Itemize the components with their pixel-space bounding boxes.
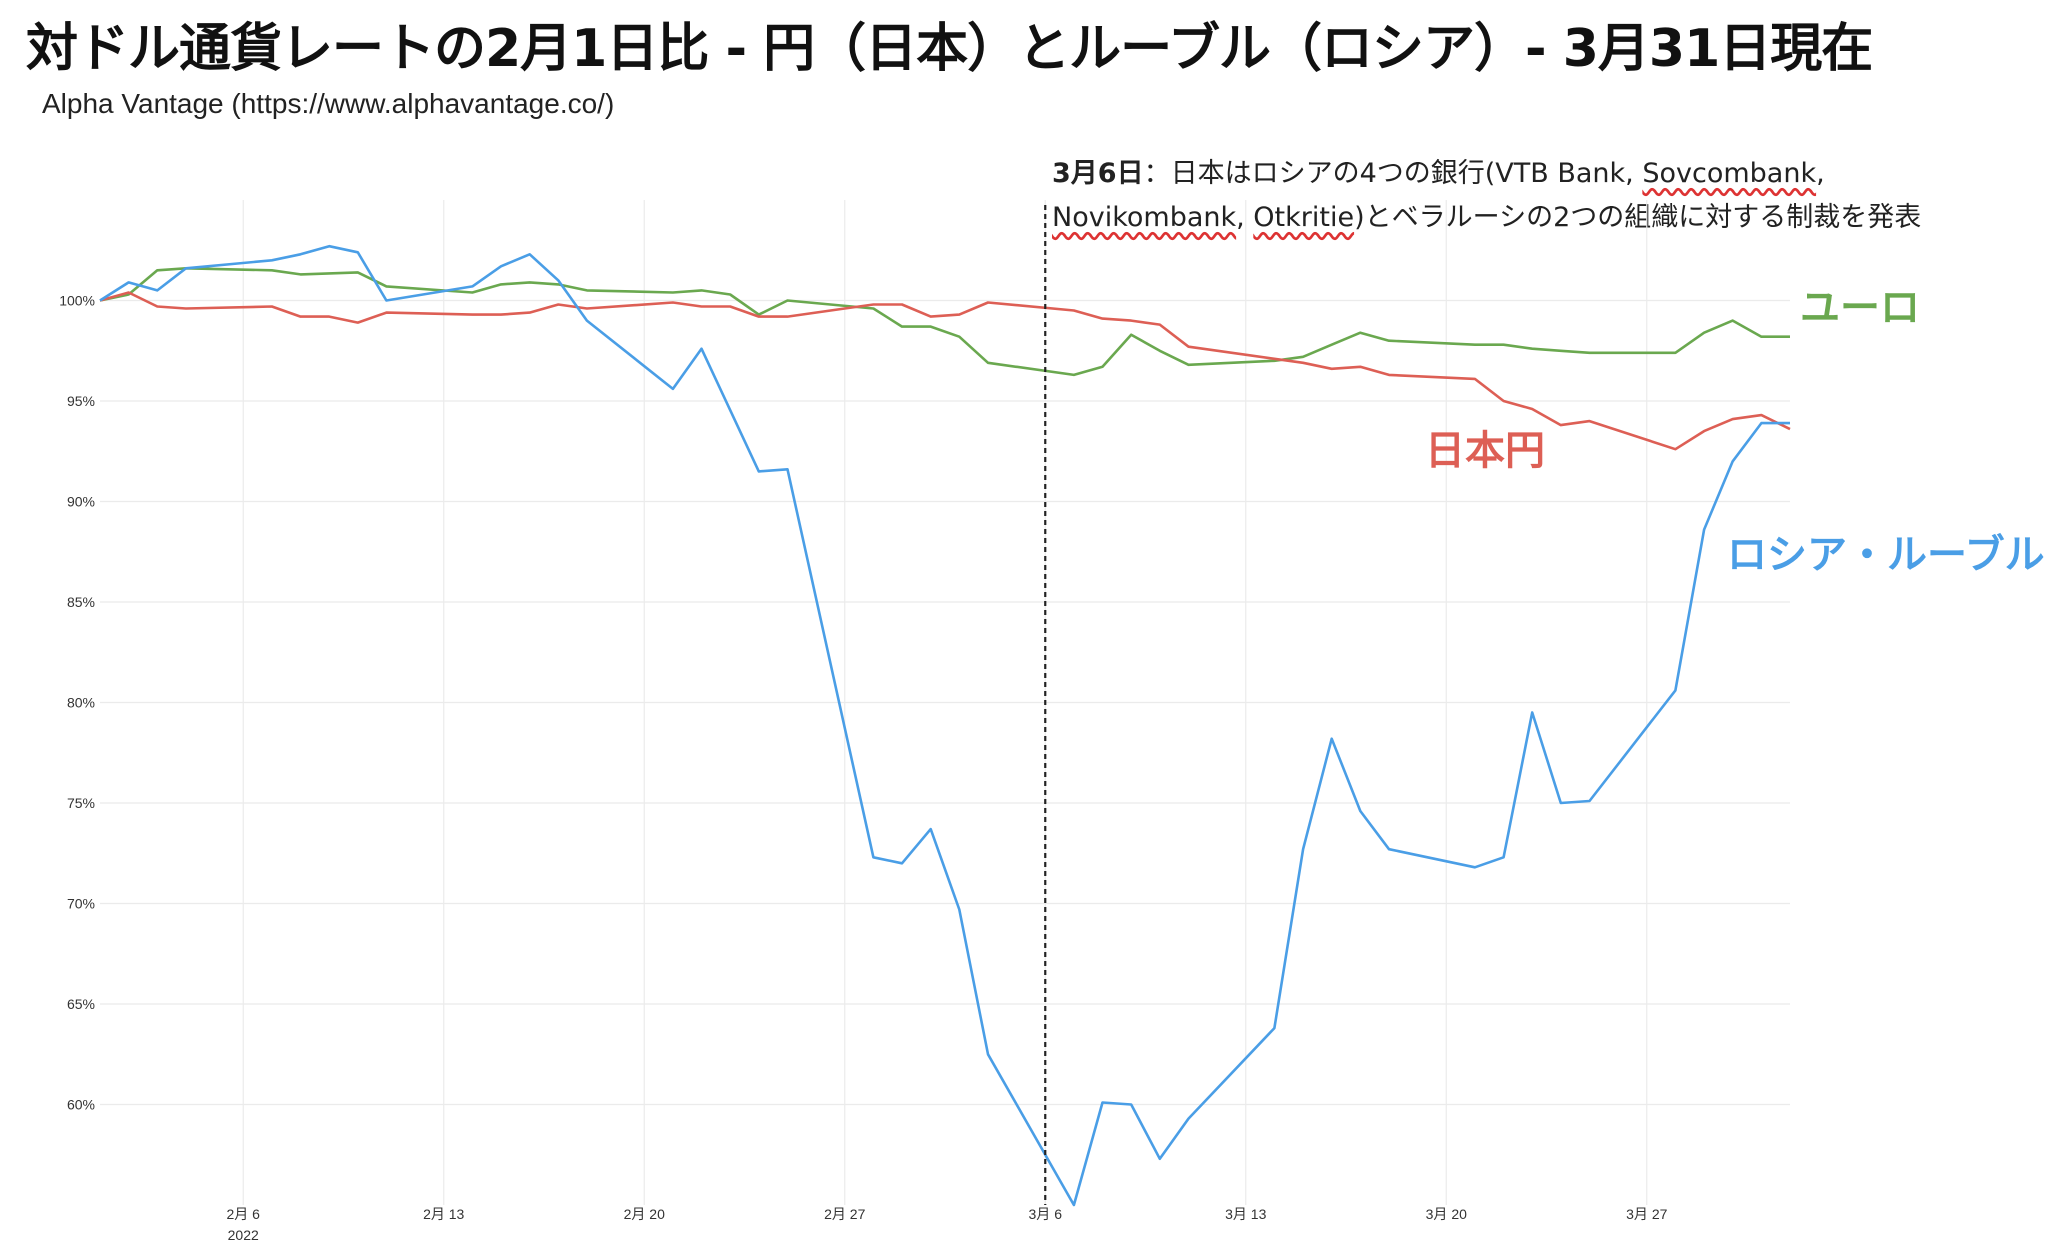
y-tick-label: 80% xyxy=(67,695,95,711)
x-tick-label: 3月 27 xyxy=(1626,1206,1667,1222)
y-tick-label: 100% xyxy=(59,293,95,309)
source-caption: Alpha Vantage (https://www.alphavantage.… xyxy=(42,88,615,119)
x-tick-label: 3月 20 xyxy=(1426,1206,1467,1222)
series-lines xyxy=(99,244,1791,1207)
y-tick-label: 65% xyxy=(67,996,95,1012)
series-line-euro xyxy=(99,266,1790,377)
y-tick-label: 95% xyxy=(67,393,95,409)
y-tick-label: 60% xyxy=(67,1097,95,1113)
x-tick-label: 3月 6 xyxy=(1029,1206,1063,1222)
y-tick-label: 70% xyxy=(67,896,95,912)
y-tick-label: 75% xyxy=(67,795,95,811)
annotation-text-1: ：日本はロシアの4つの銀行(VTB Bank, xyxy=(1143,158,1643,189)
series-line-ruble xyxy=(99,244,1790,1207)
gridlines xyxy=(100,200,1790,1205)
annotation-novikombank: Novikombank xyxy=(1052,202,1237,233)
annotation-line-2: Novikombank, Otkritie)とベラルーシの2つの組織に対する制裁… xyxy=(1052,196,1921,240)
series-line-yen xyxy=(99,291,1791,451)
x-axis: 2月 6 2022 2月 13 2月 20 2月 27 3月 6 3月 13 3月 20 3月 … xyxy=(226,1206,1667,1243)
y-axis: 60% 65% 70% 75% 80% 85% 90% 95% 100% xyxy=(59,293,95,1113)
x-tick-label: 2月 27 xyxy=(824,1206,865,1222)
annotation-line-1: 3月6日：日本はロシアの4つの銀行(VTB Bank, Sovcombank, xyxy=(1052,152,1921,196)
x-tick-label: 2月 13 xyxy=(423,1206,464,1222)
label-ruble: ロシア・ルーブル xyxy=(1727,532,2045,578)
annotation-otkritie: Otkritie xyxy=(1253,202,1355,233)
x-tick-sublabel: 2022 xyxy=(228,1227,259,1243)
y-tick-label: 90% xyxy=(67,494,95,510)
annotation-sovcombank: Sovcombank xyxy=(1642,158,1817,189)
annotation-sep: , xyxy=(1236,202,1254,233)
chart-title: 対ドル通貨レートの2月1日比 - 円（日本）とルーブル（ロシア）- 3月31日現… xyxy=(26,19,1873,79)
x-tick-label: 3月 13 xyxy=(1225,1206,1266,1222)
annotation-comma: , xyxy=(1816,158,1825,189)
label-yen: 日本円 xyxy=(1425,428,1545,474)
x-tick-label: 2月 6 xyxy=(226,1206,260,1222)
x-tick-label: 2月 20 xyxy=(624,1206,665,1222)
y-tick-label: 85% xyxy=(67,594,95,610)
annotation-date: 3月6日 xyxy=(1052,158,1144,189)
label-euro: ユーロ xyxy=(1800,285,1920,331)
annotation-text-2: )とベラルーシの2つの組織に対する制裁を発表 xyxy=(1354,202,1922,233)
event-annotation: 3月6日：日本はロシアの4つの銀行(VTB Bank, Sovcombank, … xyxy=(1052,152,1921,240)
